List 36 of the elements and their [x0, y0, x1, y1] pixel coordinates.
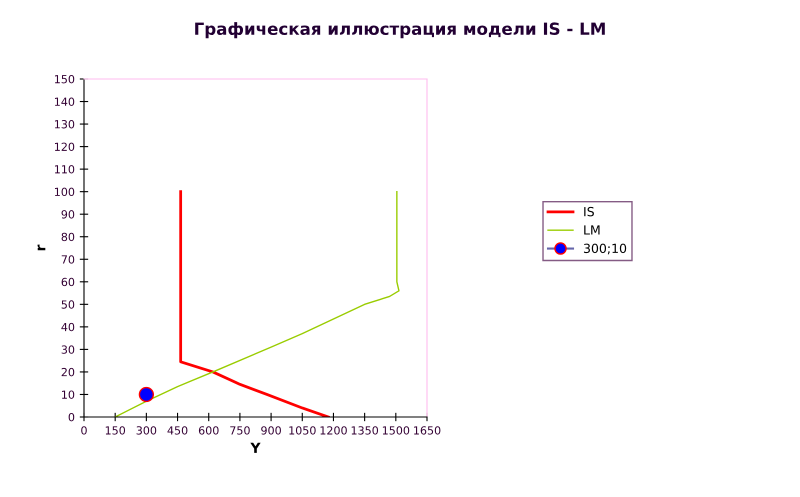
y-tick-label: 80 — [62, 232, 74, 242]
x-tick-label: 900 — [261, 426, 281, 435]
y-tick-label: 30 — [62, 345, 74, 354]
x-axis-title: Y — [250, 442, 261, 453]
x-tick-label: 1200 — [320, 426, 347, 435]
y-tick-label: 40 — [61, 322, 74, 332]
y-tick-label: 0 — [68, 412, 74, 422]
y-tick-label: 150 — [54, 74, 74, 84]
line-series — [114, 190, 400, 417]
y-tick-label: 10 — [62, 390, 74, 399]
line-series — [179, 190, 330, 417]
x-tick-label: 150 — [106, 426, 126, 435]
x-tick-label: 1500 — [382, 426, 410, 435]
x-tick-label: 1050 — [289, 426, 316, 435]
legend-label: LM — [584, 225, 600, 235]
y-tick-label: 60 — [62, 278, 74, 286]
x-tick-label: 300 — [136, 426, 156, 435]
chart-title: Графическая иллюстрация модели IS - LM — [195, 22, 605, 38]
y-tick-label: 50 — [62, 300, 74, 309]
y-tick-label: 100 — [54, 188, 74, 196]
x-tick-label: 1350 — [352, 426, 378, 435]
x-tick-label: 750 — [230, 426, 250, 435]
y-tick-label: 90 — [62, 210, 74, 219]
x-tick-label: 1650 — [414, 426, 440, 435]
y-tick-label: 110 — [54, 165, 74, 174]
x-tick-label: 600 — [198, 426, 219, 435]
y-tick-label: 140 — [54, 98, 74, 106]
x-tick-label: 0 — [81, 426, 87, 435]
y-tick-label: 120 — [54, 142, 74, 151]
legend-label: IS — [584, 206, 594, 216]
legend-label: 300;10 — [584, 244, 626, 254]
y-axis-title: r — [38, 244, 46, 250]
y-tick-label: 70 — [62, 255, 74, 264]
x-tick-label: 450 — [167, 426, 188, 435]
y-tick-label: 130 — [54, 120, 74, 128]
y-tick-label: 20 — [62, 368, 74, 376]
